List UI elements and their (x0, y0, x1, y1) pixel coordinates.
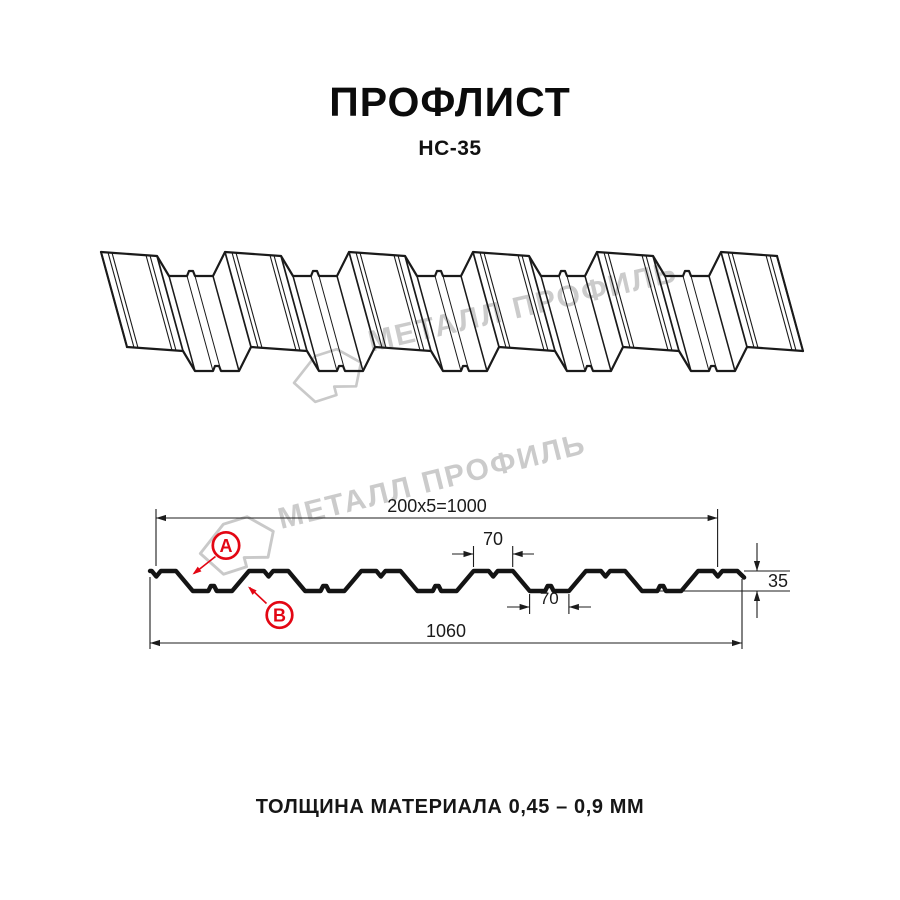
sheet-fold-line (517, 254, 545, 351)
sheet-fold-line (397, 254, 425, 352)
annotation-circle-b (265, 600, 294, 630)
page-title: ПРОФЛИСТ (329, 79, 571, 125)
annotation-label-a: A (220, 536, 233, 556)
arrowhead (156, 514, 166, 522)
arrowhead (753, 591, 761, 601)
cross-section-diagram: 200x5=1000 70 70 35 1060 A B (147, 496, 790, 649)
sheet-fold-line (348, 251, 376, 348)
brand-watermarks: МЕТАЛЛ ПРОФИЛЬ МЕТАЛЛ ПРОФИЛЬ (198, 256, 681, 576)
sheet-left-cut-edge (99, 250, 129, 349)
dim-label-height: 35 (768, 571, 788, 591)
annotation-arrow-lines (193, 555, 268, 605)
sheet-right-cut-edge (775, 254, 805, 353)
sheet-fold-line (359, 252, 387, 349)
sheet-fold-line (318, 275, 346, 372)
arrowhead (463, 550, 474, 558)
sheet-fold-line (460, 275, 488, 372)
sheet-fold-line (645, 254, 673, 352)
sheet-fold-line (720, 251, 748, 348)
sheet-fold-line (416, 275, 444, 372)
brand-logo-watermark (198, 515, 275, 576)
dim-label-trough-width: 70 (540, 589, 559, 608)
sheet-fold-line (558, 275, 586, 372)
sheet-fold-line (292, 275, 320, 372)
dim-label-period: 200x5=1000 (387, 496, 487, 516)
sheet-fold-line (472, 251, 500, 348)
arrowhead (707, 514, 718, 522)
sheet-fold-line (596, 251, 624, 348)
sheet-fold-line (194, 275, 222, 372)
sheet-fold-line (442, 275, 470, 372)
sheet-fold-line (521, 254, 549, 352)
sheet-near-edge-outline (125, 345, 805, 373)
material-thickness-note: ТОЛЩИНА МАТЕРИАЛА 0,45 – 0,9 ММ (255, 796, 645, 818)
sheet-fold-line (682, 275, 710, 372)
arrowhead (150, 639, 160, 647)
cross-section-profile (147, 568, 747, 594)
arrowhead (732, 639, 742, 647)
sheet-fold-line (652, 255, 680, 352)
sheet-fold-line (186, 275, 214, 372)
sheet-fold-line (708, 275, 736, 372)
sheet-fold-line (479, 251, 507, 349)
dim-label-crest-width: 70 (483, 529, 503, 549)
sheet-fold-line (273, 254, 301, 352)
dim-measure-lines (150, 517, 758, 644)
red-point-annotations: A B (193, 530, 294, 630)
dimension-arrowheads (150, 514, 761, 647)
sheet-fold-line (434, 275, 462, 372)
annotation-label-b: B (273, 606, 286, 626)
sheet-far-edge-outline (99, 250, 779, 278)
dimension-lines (149, 509, 790, 649)
sheet-fold-line (280, 255, 308, 352)
arrowhead (519, 603, 530, 611)
sheet-fold-line (393, 254, 421, 351)
sheet-fold-line (727, 251, 755, 349)
sheet-fold-line (224, 251, 252, 348)
sheet-fold-line (765, 254, 793, 351)
sheet-fold-line (168, 275, 196, 372)
arrowhead (568, 603, 579, 611)
sheet-fold-line (731, 252, 759, 349)
arrowhead (753, 561, 761, 571)
sheet-fold-line (664, 275, 692, 372)
sheet-fold-line (107, 251, 135, 349)
annotation-circle-a (211, 530, 241, 561)
sheet-fold-line (145, 254, 173, 351)
dim-extension-lines (149, 509, 790, 649)
sheet-fold-line (566, 275, 594, 372)
sheet-fold-line (149, 254, 177, 352)
sheet-fold-line (769, 254, 797, 352)
sheet-fold-lines (100, 251, 804, 372)
sheet-fold-line (336, 275, 364, 372)
sheet-fold-line (231, 251, 259, 349)
arrowhead (512, 550, 523, 558)
sheet-fold-line (235, 252, 263, 349)
sheet-fold-line (690, 275, 718, 372)
sheet-fold-line (607, 252, 635, 349)
brand-watermark-text: МЕТАЛЛ ПРОФИЛЬ (275, 427, 590, 536)
sheet-fold-line (355, 251, 383, 349)
sheet-fold-line (269, 254, 297, 351)
sheet-fold-line (641, 254, 669, 351)
sheet-fold-line (404, 255, 432, 352)
sheet-fold-line (540, 275, 568, 372)
sheet-fold-line (483, 252, 511, 349)
dim-label-total-width: 1060 (426, 621, 466, 641)
sheet-fold-line (584, 275, 612, 372)
profile-model-subtitle: НС-35 (418, 137, 482, 160)
sheet-fold-line (603, 251, 631, 349)
sheet-fold-line (212, 275, 240, 372)
brand-logo-watermark (292, 347, 363, 404)
sheet-fold-line (528, 255, 556, 352)
profile-sheet-3d-drawing (99, 250, 805, 373)
sheet-fold-line (156, 255, 184, 352)
sheet-fold-line (111, 252, 139, 349)
sheet-fold-line (310, 275, 338, 372)
